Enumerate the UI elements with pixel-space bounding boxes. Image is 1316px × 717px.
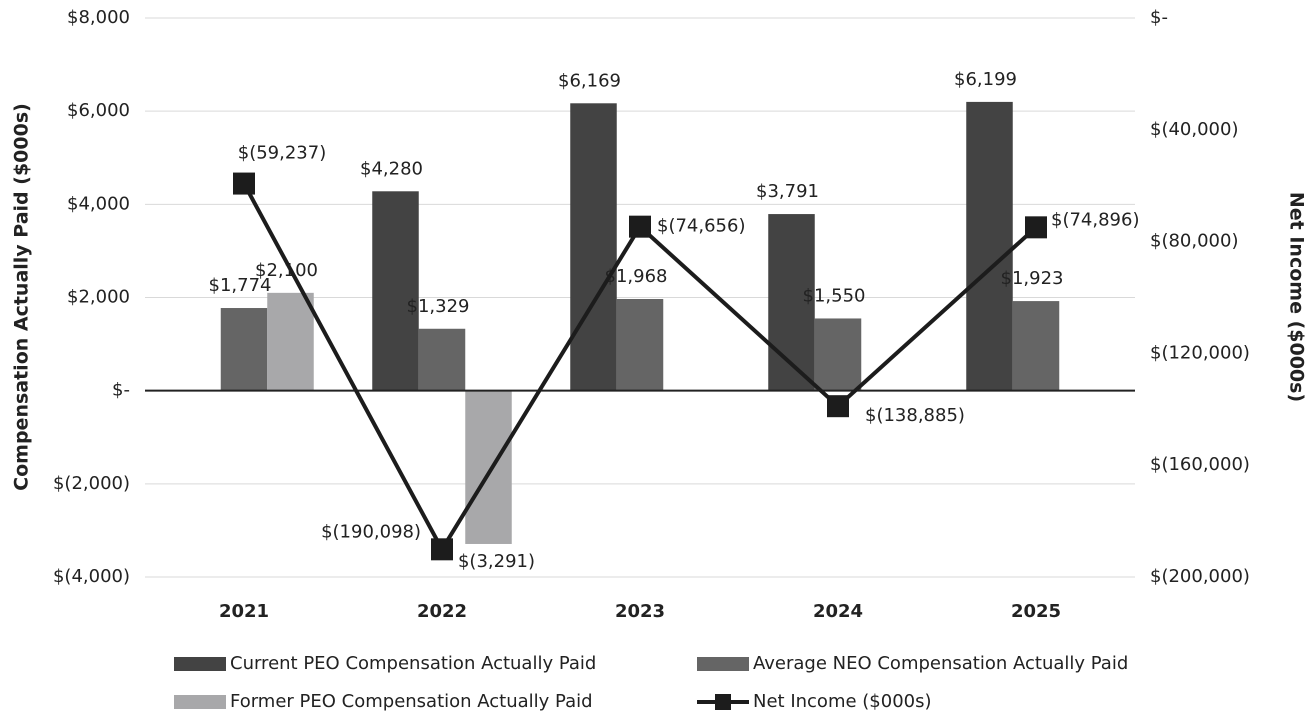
bar	[768, 214, 815, 391]
y2-tick-label: $(80,000)	[1150, 231, 1238, 252]
bar-value-label: $4,280	[360, 158, 423, 179]
line-value-label: $(138,885)	[865, 405, 965, 426]
y-tick-label: $-	[112, 380, 130, 401]
line-value-label: $(59,237)	[238, 143, 326, 164]
legend-swatch	[174, 695, 226, 709]
y2-tick-label: $(120,000)	[1150, 342, 1250, 363]
legend-swatch	[174, 657, 226, 671]
bar-value-label: $3,791	[756, 181, 819, 202]
bar	[465, 390, 512, 544]
bar-value-label: $1,774	[209, 275, 272, 296]
y2-axis-label: Net Income ($000s)	[1286, 192, 1308, 402]
y-tick-label: $(4,000)	[53, 566, 130, 587]
legend-swatch	[697, 657, 749, 671]
y2-tick-label: $(40,000)	[1150, 119, 1238, 140]
y-tick-label: $4,000	[67, 193, 130, 214]
x-tick-label: 2022	[417, 601, 467, 622]
y-tick-label: $6,000	[67, 100, 130, 121]
y-tick-label: $(2,000)	[53, 473, 130, 494]
x-tick-label: 2025	[1011, 601, 1061, 622]
x-tick-label: 2024	[813, 601, 863, 622]
line-value-label: $(190,098)	[321, 521, 421, 542]
legend-label: Average NEO Compensation Actually Paid	[753, 653, 1128, 674]
y-axis-label: Compensation Actually Paid ($000s)	[11, 103, 33, 491]
bar	[1012, 301, 1060, 391]
bar-value-label: $6,199	[954, 69, 1017, 90]
legend-label: Net Income ($000s)	[753, 691, 932, 712]
bar-value-label: $2,100	[255, 260, 318, 281]
y-tick-label: $8,000	[67, 7, 130, 28]
bar-value-label: $1,968	[605, 266, 668, 287]
bar	[267, 292, 314, 391]
line-marker	[1025, 216, 1047, 239]
line-marker	[827, 395, 849, 418]
bar	[372, 191, 419, 391]
bar-value-label: $(3,291)	[458, 551, 535, 572]
line-marker	[233, 172, 255, 195]
y2-tick-label: $-	[1150, 7, 1168, 28]
legend-label: Former PEO Compensation Actually Paid	[230, 691, 593, 712]
x-tick-label: 2023	[615, 601, 665, 622]
legend-swatch	[715, 694, 731, 710]
bar	[418, 328, 466, 391]
bar	[966, 101, 1013, 391]
bar	[570, 103, 617, 391]
bar	[220, 308, 268, 391]
line-marker	[431, 538, 453, 561]
y-tick-label: $2,000	[67, 287, 130, 308]
line-value-label: $(74,656)	[657, 216, 745, 237]
bar-value-label: $6,169	[558, 70, 621, 91]
line-marker	[629, 215, 651, 238]
bar-value-label: $1,923	[1001, 268, 1064, 289]
line-value-label: $(74,896)	[1051, 209, 1139, 230]
x-tick-label: 2021	[219, 601, 269, 622]
y2-tick-label: $(160,000)	[1150, 454, 1250, 475]
bar-value-label: $1,550	[803, 285, 866, 306]
legend-label: Current PEO Compensation Actually Paid	[230, 653, 596, 674]
y2-tick-label: $(200,000)	[1150, 566, 1250, 587]
bar-value-label: $1,329	[407, 296, 470, 317]
bar	[616, 298, 664, 391]
bar	[814, 318, 862, 391]
